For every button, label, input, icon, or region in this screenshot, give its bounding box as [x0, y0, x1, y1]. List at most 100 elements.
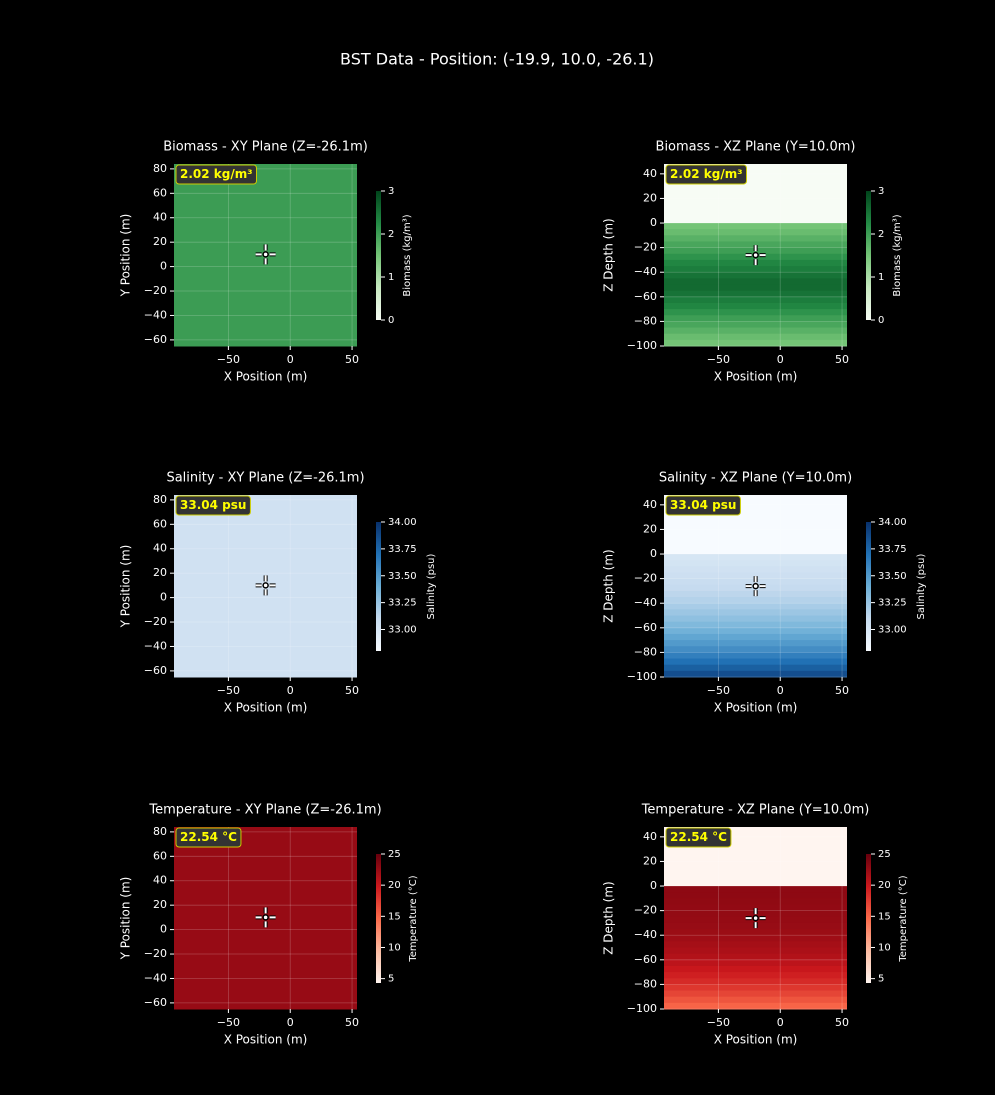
heatmap-cell [664, 670, 847, 678]
crosshair [745, 245, 766, 266]
colorbar-tick-label: 34.00 [878, 517, 907, 528]
x-tick-label: −50 [217, 1016, 240, 1029]
colorbar-tick-label: 33.75 [878, 544, 907, 555]
y-tick-label: 40 [153, 211, 167, 224]
colorbar-tick-label: 33.50 [388, 571, 417, 582]
y-tick-label: −40 [634, 596, 657, 609]
colorbar-tick-label: 33.00 [388, 625, 417, 636]
heatmap-cell [664, 333, 847, 341]
y-tick-label: 20 [643, 522, 657, 535]
y-tick-label: −60 [144, 664, 167, 677]
heatmap-cell [664, 296, 847, 304]
y-tick-label: 0 [160, 923, 167, 936]
heatmap-cell [664, 554, 847, 561]
subplot-title: Salinity - XZ Plane (Y=10.0m) [659, 471, 852, 486]
x-tick-label: −50 [217, 684, 240, 697]
colorbar-label: Temperature (°C) [408, 875, 419, 962]
colorbar-tick-label: 15 [388, 911, 401, 922]
heatmap-cell [664, 272, 847, 279]
crosshair [255, 907, 276, 928]
annotation-box [175, 164, 257, 185]
colorbar-label: Biomass (kg/m³) [892, 214, 903, 296]
x-tick-label: −50 [707, 1016, 730, 1029]
annotation: 2.02 kg/m³ [670, 167, 743, 181]
y-tick-label: 20 [153, 235, 167, 248]
heatmap-cell [664, 646, 847, 653]
y-axis-label: Y Position (m) [119, 545, 133, 629]
colorbar [866, 522, 871, 651]
y-tick-label: 0 [650, 879, 657, 892]
heatmap-cell [664, 223, 847, 230]
x-axis-label: X Position (m) [714, 1033, 798, 1047]
colorbar-tick-label: 1 [878, 272, 884, 283]
heatmap-cell [664, 290, 847, 298]
y-tick-label: 0 [160, 260, 167, 273]
heatmap-cell [664, 566, 847, 573]
heatmap-cell [664, 315, 847, 322]
colorbar-tick-label: 25 [388, 849, 401, 860]
heatmap-cell [664, 597, 847, 604]
colorbar-tick-label: 0 [878, 315, 884, 326]
heatmap-cell [664, 898, 847, 905]
x-tick-label: 0 [287, 353, 294, 366]
colorbar-tick-label: 1 [388, 272, 394, 283]
y-tick-label: −20 [144, 615, 167, 628]
heatmap-cell [664, 572, 847, 580]
y-tick-label: 60 [153, 849, 167, 862]
y-tick-label: 20 [153, 898, 167, 911]
subplot-title: Temperature - XZ Plane (Y=10.0m) [641, 803, 870, 818]
y-axis-label: Z Depth (m) [602, 549, 616, 622]
subplot-title: Biomass - XY Plane (Z=-26.1m) [163, 140, 368, 155]
y-tick-label: −40 [144, 971, 167, 984]
x-tick-label: −50 [707, 353, 730, 366]
heatmap-cell [664, 886, 847, 893]
annotation: 2.02 kg/m³ [180, 167, 253, 181]
heatmap-cell [664, 327, 847, 335]
colorbar-tick-label: 33.00 [878, 625, 907, 636]
y-axis-label: Z Depth (m) [602, 218, 616, 291]
subplot-title: Biomass - XZ Plane (Y=10.0m) [656, 140, 856, 155]
position-marker [262, 914, 269, 921]
colorbar [376, 854, 381, 983]
x-tick-label: 50 [835, 684, 849, 697]
y-axis-label: Z Depth (m) [602, 881, 616, 954]
colorbar-tick-label: 3 [878, 186, 884, 197]
colorbar-label: Temperature (°C) [898, 875, 909, 962]
y-tick-label: 0 [650, 216, 657, 229]
y-tick-label: 20 [643, 854, 657, 867]
heatmap-cell [664, 965, 847, 973]
heatmap-cell [664, 627, 847, 635]
y-tick-label: 20 [643, 191, 657, 204]
y-tick-label: −60 [634, 290, 657, 303]
position-marker [752, 251, 759, 259]
colorbar-tick-label: 33.50 [878, 571, 907, 582]
heatmap-cell [664, 978, 847, 985]
x-tick-label: 50 [835, 353, 849, 366]
colorbar-tick-label: 2 [878, 229, 884, 240]
colorbar-tick-label: 25 [878, 849, 891, 860]
heatmap-cell [664, 892, 847, 899]
y-tick-label: 40 [643, 498, 657, 511]
y-tick-label: −20 [144, 947, 167, 960]
position-marker [262, 582, 269, 589]
crosshair [745, 576, 766, 597]
heatmap-cell [664, 947, 847, 955]
y-axis-label: Y Position (m) [119, 877, 133, 961]
annotation: 33.04 psu [180, 498, 246, 512]
colorbar [376, 191, 381, 320]
y-tick-label: 20 [153, 566, 167, 579]
crosshair [255, 244, 276, 265]
y-tick-label: 40 [153, 874, 167, 887]
subplot-title: Temperature - XY Plane (Z=-26.1m) [148, 803, 381, 818]
colorbar-tick-label: 33.25 [878, 598, 907, 609]
colorbar [866, 191, 871, 320]
heatmap-cell [664, 941, 847, 949]
y-tick-label: −60 [144, 333, 167, 346]
heatmap-cell [664, 321, 847, 329]
y-tick-label: 80 [153, 162, 167, 175]
position-marker [752, 582, 759, 590]
heatmap-cell [664, 603, 847, 610]
y-tick-label: 80 [153, 493, 167, 506]
colorbar-tick-label: 10 [388, 942, 401, 953]
